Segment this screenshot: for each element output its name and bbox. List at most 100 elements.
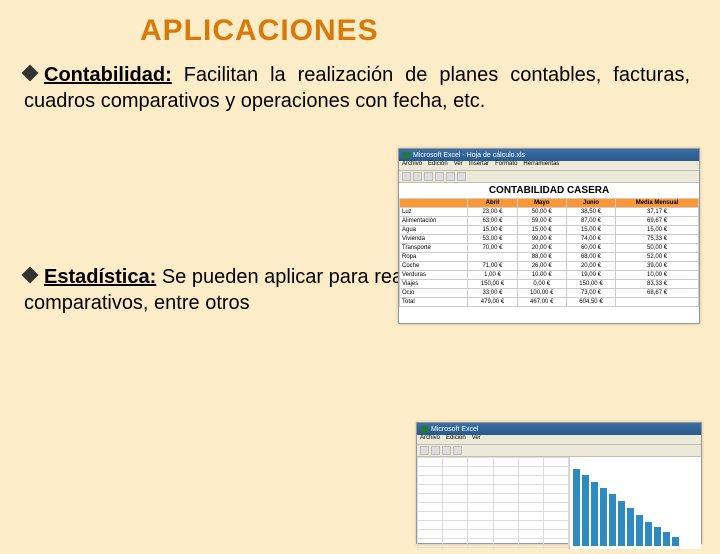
stats-grid-row: [418, 503, 569, 512]
table-header-cell: Mayo: [517, 199, 566, 208]
table-cell: 83,33 €: [616, 280, 699, 289]
table-cell: 26,00 €: [517, 262, 566, 271]
table-row: Vivienda53,00 €99,00 €74,00 €75,33 €: [400, 235, 699, 244]
stats-body: [417, 457, 701, 549]
stats-grid-cell: [493, 503, 518, 512]
table-row: Total479,00 €467,00 €604,50 €: [400, 298, 699, 307]
window-title-text: Microsoft Excel - Hoja de cálculo.xls: [413, 152, 525, 159]
stats-grid-row: [418, 530, 569, 539]
stats-grid-cell: [544, 548, 569, 550]
stats-grid-cell: [443, 458, 468, 467]
table-cell: 15,00 €: [566, 226, 615, 235]
stats-grid-cell: [493, 476, 518, 485]
toolbar-button-icon: [413, 172, 422, 181]
bullet-diamond-icon: [22, 65, 39, 82]
excel-estadistica-thumbnail: Microsoft Excel Archivo Edición Ver: [416, 422, 702, 544]
table-cell: 100,00 €: [517, 289, 566, 298]
table-cell: 70,00 €: [468, 244, 517, 253]
stats-grid-cell: [493, 458, 518, 467]
stats-grid-cell: [518, 485, 543, 494]
chart-bar: [600, 488, 607, 546]
row-label-cell: Verduras: [400, 271, 468, 280]
table-cell: 15,00 €: [517, 226, 566, 235]
row-label-cell: Total: [400, 298, 468, 307]
table-cell: 50,00 €: [517, 208, 566, 217]
menu-item: Edición: [428, 161, 448, 170]
stats-grid-cell: [418, 476, 443, 485]
stats-grid-cell: [518, 521, 543, 530]
table-cell: 15,00 €: [616, 226, 699, 235]
page-title: APLICACIONES: [140, 14, 720, 48]
toolbar-button-icon: [402, 172, 411, 181]
stats-grid-cell: [418, 521, 443, 530]
chart-bar: [636, 515, 643, 546]
stats-grid-row: [418, 485, 569, 494]
section2-heading: Estadística:: [44, 266, 156, 288]
table-row: Transporte70,00 €20,00 €60,00 €50,00 €: [400, 244, 699, 253]
table-cell: 15,00 €: [468, 226, 517, 235]
menu-item: Insertar: [469, 161, 489, 170]
menubar: Archivo Edición Ver Insertar Formato Her…: [399, 161, 699, 171]
table-cell: 71,00 €: [468, 262, 517, 271]
table-row: Viajes150,00 €0,00 €150,00 €83,33 €: [400, 280, 699, 289]
table-cell: [468, 253, 517, 262]
bullet-diamond-icon: [22, 267, 39, 284]
table-cell: 1,00 €: [468, 271, 517, 280]
table-cell: 69,67 €: [616, 217, 699, 226]
stats-grid-row: [418, 494, 569, 503]
stats-grid-cell: [418, 548, 443, 550]
stats-grid-cell: [518, 458, 543, 467]
stats-grid-cell: [418, 485, 443, 494]
excel-contabilidad-thumbnail: Microsoft Excel - Hoja de cálculo.xls Ar…: [398, 148, 700, 324]
window-titlebar: Microsoft Excel: [417, 423, 701, 435]
stats-grid-row: [418, 521, 569, 530]
stats-grid-cell: [468, 503, 493, 512]
table-cell: [616, 298, 699, 307]
table-header-cell: [400, 199, 468, 208]
stats-grid-cell: [518, 476, 543, 485]
stats-grid-cell: [418, 503, 443, 512]
table-row: Luz23,00 €50,00 €38,50 €37,17 €: [400, 208, 699, 217]
stats-grid-cell: [443, 476, 468, 485]
row-label-cell: Alimentación: [400, 217, 468, 226]
stats-grid-row: [418, 548, 569, 550]
table-cell: 60,00 €: [566, 244, 615, 253]
stats-grid-cell: [468, 530, 493, 539]
menubar: Archivo Edición Ver: [417, 435, 701, 445]
stats-grid-cell: [443, 503, 468, 512]
stats-grid-cell: [443, 494, 468, 503]
chart-bar: [618, 501, 625, 546]
stats-grid-cell: [544, 521, 569, 530]
stats-grid-cell: [443, 467, 468, 476]
table-cell: 53,00 €: [468, 235, 517, 244]
table-row: Ropa88,00 €68,00 €52,00 €: [400, 253, 699, 262]
chart-bar: [672, 537, 679, 546]
row-label-cell: Vivienda: [400, 235, 468, 244]
stats-grid-cell: [468, 512, 493, 521]
menu-item: Archivo: [402, 161, 422, 170]
row-label-cell: Ocio: [400, 289, 468, 298]
stats-grid-cell: [418, 458, 443, 467]
stats-grid-cell: [544, 494, 569, 503]
stats-grid-cell: [544, 476, 569, 485]
stats-grid-cell: [418, 512, 443, 521]
toolbar: [399, 171, 699, 183]
table-cell: 88,00 €: [517, 253, 566, 262]
chart-bar: [582, 475, 589, 546]
stats-grid-cell: [468, 476, 493, 485]
table-cell: 99,00 €: [517, 235, 566, 244]
toolbar-button-icon: [442, 446, 451, 455]
chart-bar: [609, 494, 616, 546]
stats-grid-cell: [468, 548, 493, 550]
stats-grid-cell: [443, 521, 468, 530]
stats-grid-cell: [493, 521, 518, 530]
stats-grid-cell: [518, 548, 543, 550]
stats-grid-cell: [544, 512, 569, 521]
stats-grid-cell: [468, 458, 493, 467]
excel-icon: [403, 152, 410, 159]
table-cell: 479,00 €: [468, 298, 517, 307]
table-header-cell: Junio: [566, 199, 615, 208]
stats-grid-cell: [493, 548, 518, 550]
toolbar-button-icon: [431, 446, 440, 455]
table-row: Alimentación63,00 €59,00 €87,00 €69,67 €: [400, 217, 699, 226]
